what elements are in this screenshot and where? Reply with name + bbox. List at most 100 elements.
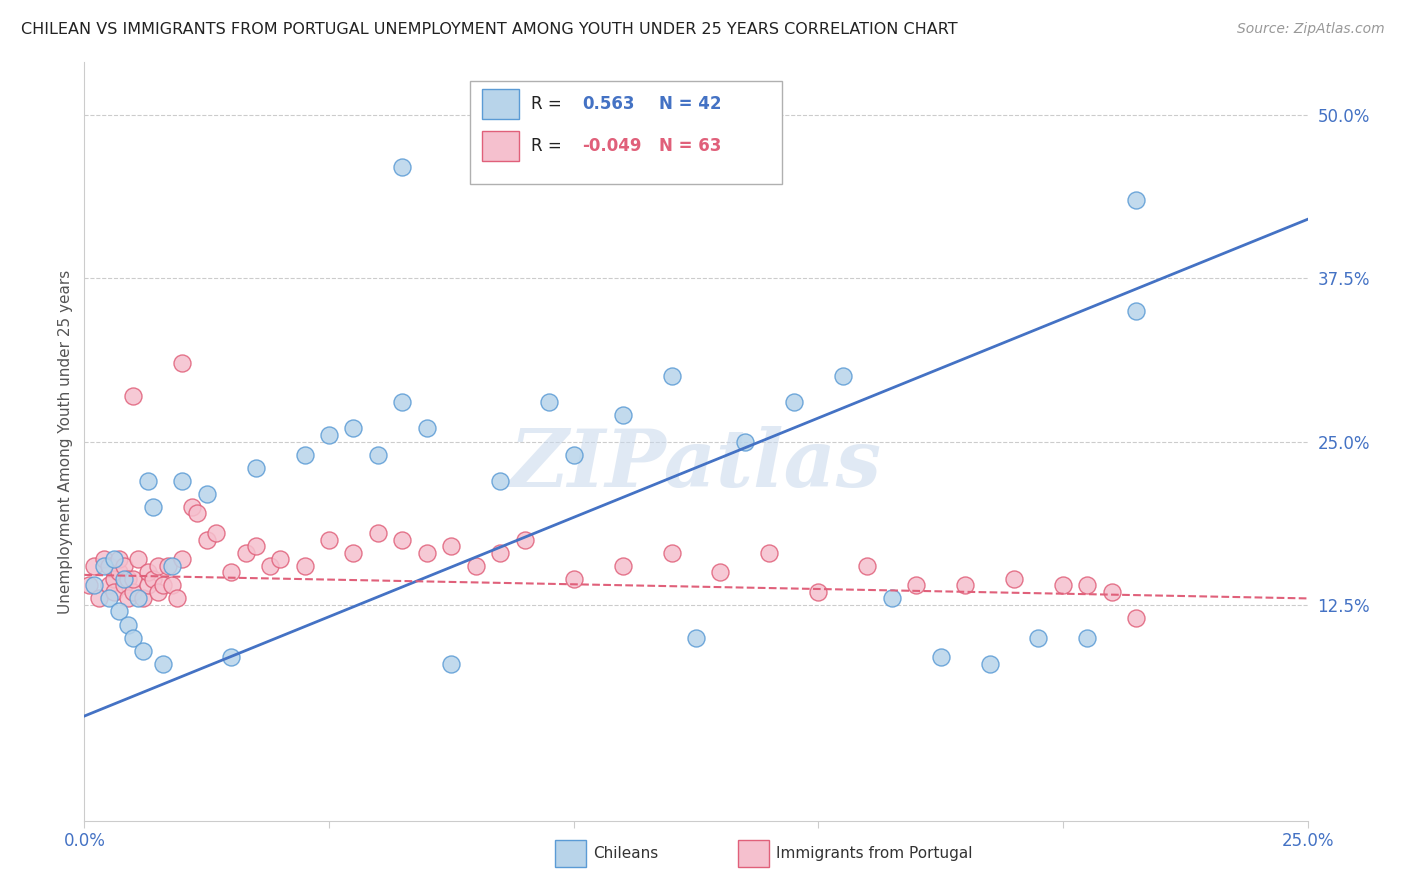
- Text: Immigrants from Portugal: Immigrants from Portugal: [776, 847, 973, 861]
- Point: [513, 533, 536, 547]
- Point: [112, 572, 135, 586]
- Point: [132, 591, 155, 606]
- Point: [107, 552, 129, 566]
- Point: [1076, 578, 1098, 592]
- Point: [440, 539, 463, 553]
- Point: [562, 448, 585, 462]
- Bar: [482, 89, 519, 120]
- Point: [1125, 193, 1147, 207]
- Text: CHILEAN VS IMMIGRANTS FROM PORTUGAL UNEMPLOYMENT AMONG YOUTH UNDER 25 YEARS CORR: CHILEAN VS IMMIGRANTS FROM PORTUGAL UNEM…: [21, 22, 957, 37]
- Point: [127, 552, 149, 566]
- Point: [156, 558, 179, 573]
- Point: [136, 474, 159, 488]
- Point: [219, 566, 242, 580]
- Point: [162, 578, 184, 592]
- Point: [136, 566, 159, 580]
- Point: [294, 558, 316, 573]
- Text: N = 42: N = 42: [659, 95, 721, 113]
- Point: [783, 395, 806, 409]
- Point: [1125, 611, 1147, 625]
- Point: [758, 546, 780, 560]
- Point: [142, 500, 165, 514]
- Point: [856, 558, 879, 573]
- FancyBboxPatch shape: [470, 81, 782, 184]
- Text: N = 63: N = 63: [659, 136, 721, 155]
- Point: [162, 558, 184, 573]
- Point: [186, 507, 208, 521]
- Point: [142, 572, 165, 586]
- Point: [367, 526, 389, 541]
- Point: [195, 533, 218, 547]
- Point: [661, 369, 683, 384]
- Point: [1002, 572, 1025, 586]
- Point: [1125, 303, 1147, 318]
- Point: [269, 552, 291, 566]
- Point: [612, 558, 634, 573]
- Point: [318, 533, 340, 547]
- Point: [166, 591, 188, 606]
- Text: Source: ZipAtlas.com: Source: ZipAtlas.com: [1237, 22, 1385, 37]
- Point: [93, 558, 115, 573]
- Point: [245, 539, 267, 553]
- Point: [391, 160, 413, 174]
- Point: [367, 448, 389, 462]
- Bar: [555, 840, 586, 867]
- Point: [294, 448, 316, 462]
- Text: 0.563: 0.563: [582, 95, 634, 113]
- Point: [235, 546, 257, 560]
- Point: [1076, 631, 1098, 645]
- Point: [905, 578, 928, 592]
- Bar: [738, 840, 769, 867]
- Y-axis label: Unemployment Among Youth under 25 years: Unemployment Among Youth under 25 years: [58, 269, 73, 614]
- Point: [440, 657, 463, 671]
- Point: [136, 578, 159, 592]
- Point: [107, 605, 129, 619]
- Text: R =: R =: [531, 136, 567, 155]
- Point: [172, 356, 194, 370]
- Point: [612, 409, 634, 423]
- Point: [489, 546, 512, 560]
- Point: [122, 572, 145, 586]
- Point: [172, 552, 194, 566]
- Point: [117, 572, 139, 586]
- Point: [107, 566, 129, 580]
- Point: [953, 578, 976, 592]
- Point: [112, 578, 135, 592]
- Point: [929, 650, 952, 665]
- Text: ZIPatlas: ZIPatlas: [510, 425, 882, 503]
- Point: [342, 546, 364, 560]
- Point: [77, 578, 100, 592]
- Point: [93, 552, 115, 566]
- Point: [103, 552, 125, 566]
- Text: R =: R =: [531, 95, 567, 113]
- Point: [103, 572, 125, 586]
- Point: [416, 546, 439, 560]
- Point: [685, 631, 707, 645]
- Point: [391, 533, 413, 547]
- Point: [259, 558, 281, 573]
- Point: [112, 558, 135, 573]
- Point: [1101, 585, 1123, 599]
- Point: [464, 558, 486, 573]
- Point: [83, 558, 105, 573]
- Point: [83, 578, 105, 592]
- Point: [146, 558, 169, 573]
- Bar: [482, 130, 519, 161]
- Point: [97, 558, 120, 573]
- Point: [538, 395, 561, 409]
- Point: [152, 578, 174, 592]
- Point: [245, 460, 267, 475]
- Point: [122, 585, 145, 599]
- Point: [416, 421, 439, 435]
- Point: [172, 474, 194, 488]
- Point: [205, 526, 228, 541]
- Point: [181, 500, 204, 514]
- Point: [122, 631, 145, 645]
- Point: [391, 395, 413, 409]
- Point: [132, 643, 155, 657]
- Point: [97, 578, 120, 592]
- Point: [127, 591, 149, 606]
- Point: [709, 566, 731, 580]
- Point: [152, 657, 174, 671]
- Point: [831, 369, 853, 384]
